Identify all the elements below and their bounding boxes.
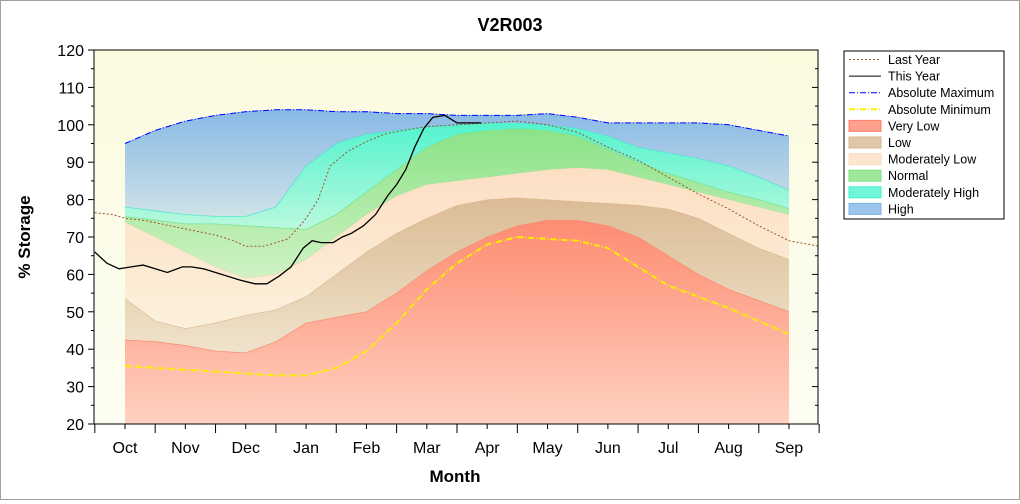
legend-label-absolute-maximum: Absolute Maximum: [888, 86, 994, 100]
band-moderately-high: [125, 122, 789, 230]
y-tick-label: 50: [66, 305, 84, 322]
band-normal: [125, 128, 789, 279]
y-tick-label: 20: [66, 417, 84, 434]
x-tick-label: Nov: [171, 440, 199, 457]
series-absolute-minimum: [124, 235, 790, 377]
y-tick-label: 110: [58, 80, 84, 97]
chart-title: V2R003: [477, 15, 542, 35]
series-last-year: [94, 120, 820, 247]
y-tick-label: 80: [66, 193, 84, 210]
x-tick-label: Dec: [231, 440, 259, 457]
x-tick-label: Jan: [293, 440, 319, 457]
y-tick-label: 90: [66, 155, 84, 172]
y-tick-label: 40: [66, 342, 84, 359]
x-tick-label: Jul: [658, 440, 678, 457]
y-tick-label: 120: [57, 43, 84, 60]
x-axis-label: Month: [430, 467, 481, 486]
legend-swatch-normal: [848, 169, 882, 182]
band-high: [125, 109, 789, 217]
legend-label-low: Low: [888, 136, 912, 150]
y-tick-label: 70: [66, 230, 84, 247]
band-low: [125, 197, 789, 353]
y-tick-label: 100: [57, 118, 84, 135]
band-moderately-low: [125, 167, 789, 329]
x-tick-label: Apr: [475, 440, 501, 457]
x-tick-label: Oct: [113, 440, 138, 457]
y-axis-label: % Storage: [15, 195, 34, 278]
legend-label-very-low: Very Low: [888, 119, 940, 133]
axes-layer: 20 30 40 50 60 70 80 90 100 110 120 Oct Nov Dec Jan Feb…: [57, 43, 820, 457]
bands-layer: [124, 109, 790, 424]
legend-swatch-low: [848, 136, 882, 149]
legend-label-this-year: This Year: [888, 70, 940, 84]
x-tick-label: Aug: [714, 440, 742, 457]
x-tick-label: Sep: [775, 440, 804, 457]
legend-swatch-moderately-high: [848, 186, 882, 199]
legend-label-normal: Normal: [888, 169, 928, 183]
lines-layer: [94, 109, 820, 377]
legend-label-moderately-high: Moderately High: [888, 186, 979, 200]
series-absolute-maximum: [124, 109, 790, 144]
x-tick-label: Mar: [413, 440, 441, 457]
band-very-low: [125, 220, 789, 424]
x-tick-label: May: [532, 440, 562, 457]
legend-swatch-very-low: [848, 119, 882, 132]
legend: Last Year This Year Absolute Maximum Absolu…: [843, 50, 1005, 220]
y-tick-label: 30: [66, 380, 84, 397]
legend-label-moderately-low: Moderately Low: [888, 153, 977, 167]
legend-label-last-year: Last Year: [888, 53, 940, 67]
x-tick-label: Jun: [595, 440, 621, 457]
legend-swatch-high: [848, 202, 882, 215]
y-tick-label: 60: [66, 267, 84, 284]
x-tick-label: Feb: [353, 440, 381, 457]
legend-label-high: High: [888, 202, 914, 216]
legend-label-absolute-minimum: Absolute Minimum: [888, 103, 991, 117]
series-this-year: [94, 114, 482, 285]
legend-swatch-moderately-low: [848, 153, 882, 166]
